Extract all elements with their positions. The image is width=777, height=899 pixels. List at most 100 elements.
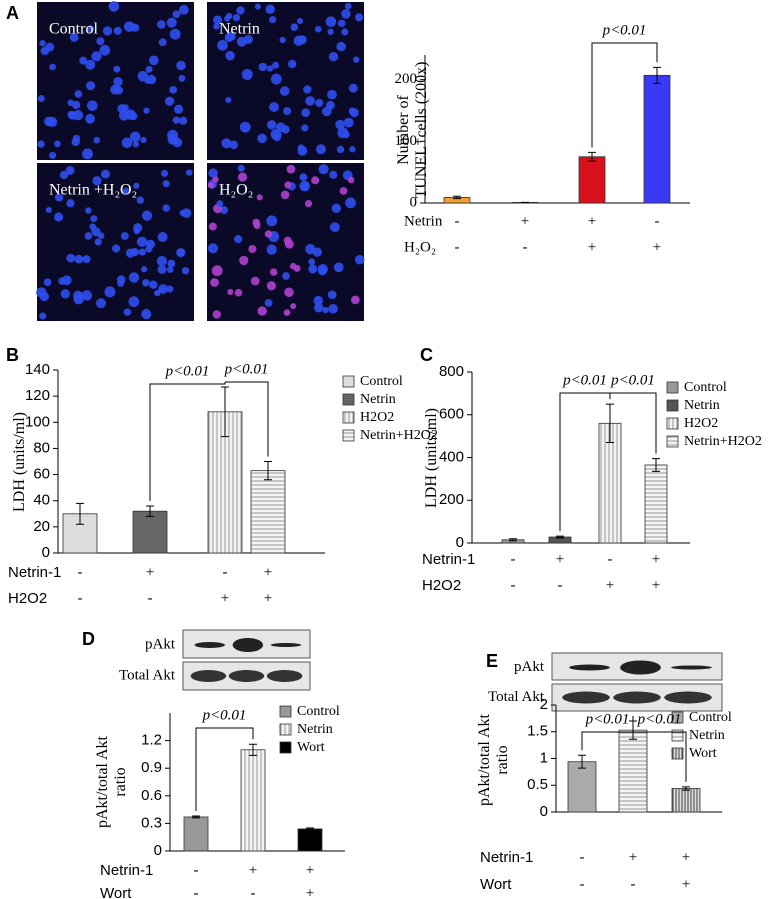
nucleus (124, 21, 135, 32)
error-bar (556, 535, 564, 539)
y-tick-label: 2 (540, 696, 548, 713)
nucleus (128, 272, 140, 283)
nucleus (264, 299, 273, 307)
nucleus (85, 207, 92, 214)
nucleus (270, 73, 282, 85)
y-axis-label: LDH (units/ml) (11, 412, 28, 512)
condition-mark: - (223, 564, 228, 580)
condition-mark: - (511, 551, 516, 567)
nucleus (269, 16, 277, 24)
y-tick-label: 100 (395, 133, 418, 149)
nucleus (129, 131, 141, 143)
nucleus (348, 83, 358, 93)
error-bar (306, 827, 314, 831)
nucleus (305, 96, 315, 106)
y-tick-label: 1.5 (527, 723, 548, 740)
nucleus (287, 59, 297, 69)
nucleus (54, 212, 64, 222)
condition-label: Netrin-1 (422, 551, 475, 568)
legend-label: Wort (689, 746, 717, 761)
condition-label: Netrin (404, 213, 443, 229)
nucleus (341, 28, 349, 36)
nucleus (85, 59, 96, 70)
y-tick-label: 400 (439, 448, 464, 465)
nucleus (256, 194, 263, 201)
nucleus (297, 145, 308, 156)
nucleus (128, 296, 140, 308)
y-axis-label-line: ratio (112, 767, 129, 796)
nucleus (336, 145, 345, 154)
nucleus (95, 298, 106, 309)
nucleus (39, 40, 46, 47)
error-bar (264, 461, 272, 481)
nucleus (92, 176, 102, 186)
nucleus (353, 56, 360, 63)
nucleus (208, 168, 218, 178)
nucleus (266, 120, 277, 130)
legend-swatch (342, 429, 355, 442)
bar (671, 788, 701, 813)
nucleus (60, 289, 70, 299)
error-bar (588, 151, 596, 162)
nucleus (142, 279, 150, 287)
nucleus (178, 74, 186, 82)
nucleus (225, 12, 233, 20)
nucleus (157, 265, 167, 274)
y-axis-label: LDH (units/ml) (423, 408, 440, 508)
nucleus (337, 19, 346, 28)
panel-label: C (420, 345, 433, 365)
nucleus (224, 33, 234, 43)
nucleus (257, 306, 267, 316)
y-tick-label: 0.9 (141, 759, 162, 776)
nucleus (217, 39, 228, 51)
error-bar (652, 458, 660, 472)
condition-mark: - (511, 577, 516, 593)
band (232, 638, 264, 652)
legend-swatch (671, 711, 684, 724)
legend-swatch (279, 741, 292, 754)
nucleus (279, 36, 286, 44)
legend-label: Netrin (297, 722, 333, 737)
nucleus (74, 254, 84, 264)
nucleus (91, 227, 101, 237)
error-bar (76, 502, 84, 525)
nucleus (154, 289, 161, 297)
nucleus (327, 290, 337, 300)
y-axis-label-line: TUNEL⁺cells (200x) (413, 62, 430, 199)
bar (240, 749, 266, 852)
nucleus (45, 206, 52, 214)
y-tick-label: 0.3 (141, 814, 162, 831)
error-bar (146, 505, 154, 517)
nucleus (157, 20, 166, 29)
significance-bracket (195, 727, 254, 812)
nucleus (176, 248, 186, 258)
nucleus (172, 10, 181, 19)
significance-label: p<0.01 (202, 707, 247, 723)
nucleus (125, 109, 136, 120)
condition-label: H₂O₂ (404, 239, 436, 255)
legend-swatch (279, 723, 292, 736)
nucleus (143, 107, 150, 114)
image-label: Netrin +H₂O₂ (49, 182, 137, 199)
legend-swatch (342, 375, 355, 388)
nucleus (283, 309, 291, 317)
y-tick-label: 600 (439, 406, 464, 423)
nucleus (290, 303, 297, 310)
y-tick-label: 0 (410, 194, 418, 210)
significance-label: p<0.01 (165, 363, 210, 379)
nucleus (208, 222, 217, 231)
nucleus (66, 199, 75, 208)
nucleus (141, 266, 148, 273)
bar (618, 729, 648, 813)
y-tick-label: 1.2 (141, 732, 162, 749)
bar (567, 761, 597, 813)
bar (183, 816, 209, 852)
y-tick-label: 200 (395, 71, 418, 87)
nucleus (266, 65, 274, 72)
nucleus (54, 140, 61, 148)
condition-mark: - (455, 239, 460, 255)
legend-swatch (666, 399, 679, 412)
nucleus (49, 63, 56, 71)
condition-mark: + (629, 849, 637, 865)
